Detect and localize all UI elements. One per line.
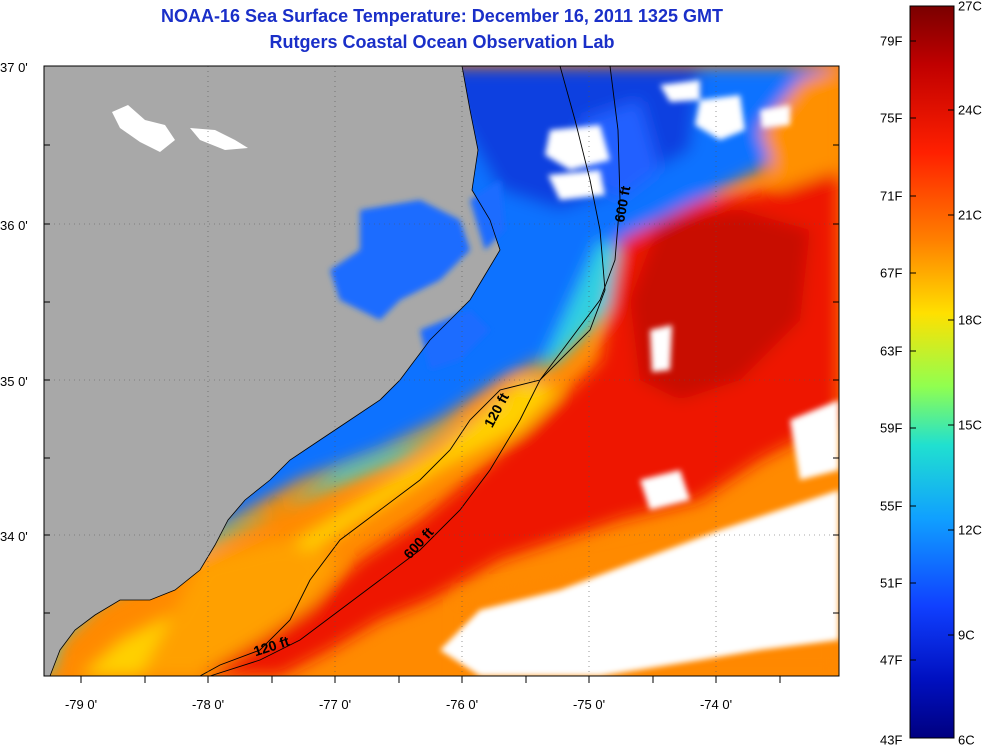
colorbar-f-label: 55F xyxy=(880,498,903,514)
map-frame xyxy=(43,65,840,677)
contour-600ft xyxy=(209,66,621,676)
map-area xyxy=(44,66,839,676)
cloud-mask xyxy=(440,80,839,676)
lat-label: 36 0' xyxy=(0,218,28,233)
lon-label: -76 0' xyxy=(445,697,479,712)
colorbar-c-label: 21C xyxy=(958,207,982,223)
colorbar-f-label: 59F xyxy=(880,420,903,436)
colorbar-c-label: 18C xyxy=(958,312,982,328)
colorbar-f-label: 43F xyxy=(880,732,903,748)
map-title: NOAA-16 Sea Surface Temperature: Decembe… xyxy=(161,6,723,26)
lake-features xyxy=(112,105,248,152)
colorbar-c-label: 6C xyxy=(958,732,975,748)
colorbar-f-label: 79F xyxy=(880,33,903,49)
colorbar-ticks xyxy=(910,40,954,661)
colorbar-c-label: 15C xyxy=(958,417,982,433)
lon-label: -77 0' xyxy=(318,697,352,712)
axis-ticks xyxy=(44,65,839,683)
colorbar-c-label: 24C xyxy=(958,102,982,118)
colorbar-f-label: 75F xyxy=(880,110,903,126)
colorbar-f-label: 71F xyxy=(880,188,903,204)
map-subtitle: Rutgers Coastal Ocean Observation Lab xyxy=(269,32,615,52)
lon-label: -79 0' xyxy=(64,697,98,712)
colorbar-f-label: 63F xyxy=(880,343,903,359)
colorbar-f-label: 47F xyxy=(880,652,903,668)
colorbar-c-label: 12C xyxy=(958,522,982,538)
sound-waters xyxy=(330,180,505,370)
lat-label: 37 0' xyxy=(0,60,28,75)
colorbar-c-label: 9C xyxy=(958,627,975,643)
lon-label: -74 0' xyxy=(699,697,733,712)
colorbar-c-label: 27C xyxy=(958,0,982,14)
contour-120ft xyxy=(199,66,606,676)
coastline xyxy=(49,66,501,676)
lat-label: 35 0' xyxy=(0,374,28,389)
colorbar-f-label: 67F xyxy=(880,265,903,281)
colorbar xyxy=(909,5,955,739)
lat-label: 34 0' xyxy=(0,529,28,544)
lon-label: -75 0' xyxy=(572,697,606,712)
colorbar-f-label: 51F xyxy=(880,575,903,591)
lon-label: -78 0' xyxy=(191,697,225,712)
grid-lines xyxy=(44,66,839,676)
